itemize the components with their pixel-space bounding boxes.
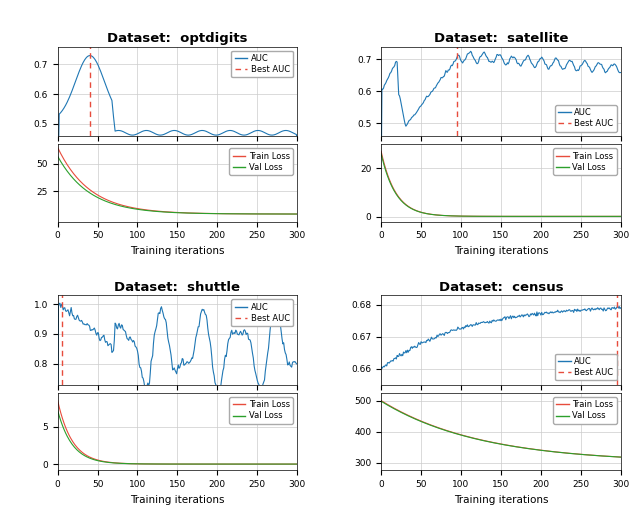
Legend: AUC, Best AUC: AUC, Best AUC (232, 51, 293, 78)
Legend: AUC, Best AUC: AUC, Best AUC (232, 299, 293, 326)
Legend: Train Loss, Val Loss: Train Loss, Val Loss (230, 148, 293, 175)
Legend: Train Loss, Val Loss: Train Loss, Val Loss (553, 397, 616, 424)
Title: Dataset:  satellite: Dataset: satellite (434, 33, 568, 45)
X-axis label: Training iterations: Training iterations (454, 246, 548, 256)
Legend: Train Loss, Val Loss: Train Loss, Val Loss (230, 397, 293, 424)
X-axis label: Training iterations: Training iterations (130, 246, 225, 256)
Title: Dataset:  census: Dataset: census (438, 281, 563, 294)
Legend: AUC, Best AUC: AUC, Best AUC (555, 354, 616, 381)
Legend: AUC, Best AUC: AUC, Best AUC (555, 105, 616, 132)
Title: Dataset:  optdigits: Dataset: optdigits (107, 33, 248, 45)
X-axis label: Training iterations: Training iterations (130, 495, 225, 505)
X-axis label: Training iterations: Training iterations (454, 495, 548, 505)
Title: Dataset:  shuttle: Dataset: shuttle (115, 281, 241, 294)
Legend: Train Loss, Val Loss: Train Loss, Val Loss (553, 148, 616, 175)
